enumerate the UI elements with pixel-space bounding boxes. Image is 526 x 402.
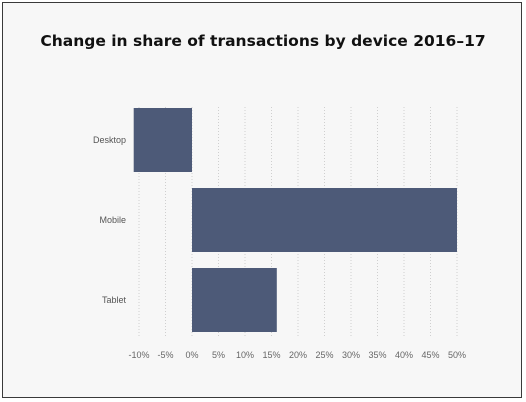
x-tick-label: 20% [289, 350, 307, 360]
x-tick-label: 0% [185, 350, 198, 360]
bar-desktop [133, 108, 192, 172]
bar-tablet [192, 268, 277, 332]
bars [133, 108, 457, 332]
x-tick-label: 10% [236, 350, 254, 360]
x-tick-label: -10% [128, 350, 149, 360]
x-tick-label: 45% [421, 350, 439, 360]
category-label-mobile: Mobile [99, 215, 126, 225]
category-labels: Desktop Mobile Tablet [93, 135, 127, 305]
category-label-tablet: Tablet [102, 295, 127, 305]
x-tick-label: 35% [368, 350, 386, 360]
x-tick-label: 5% [212, 350, 225, 360]
x-tick-label: 30% [342, 350, 360, 360]
x-tick-label: 15% [262, 350, 280, 360]
chart-title: Change in share of transactions by devic… [40, 32, 486, 50]
x-tick-label: 40% [395, 350, 413, 360]
bar-mobile [192, 188, 457, 252]
x-tick-labels: -10% -5% 0% 5% 10% 15% 20% 25% 30% 35% 40% 45% 50% [128, 350, 466, 360]
x-tick-label: 50% [448, 350, 466, 360]
x-tick-label: 25% [315, 350, 333, 360]
x-tick-label: -5% [157, 350, 173, 360]
category-label-desktop: Desktop [93, 135, 126, 145]
